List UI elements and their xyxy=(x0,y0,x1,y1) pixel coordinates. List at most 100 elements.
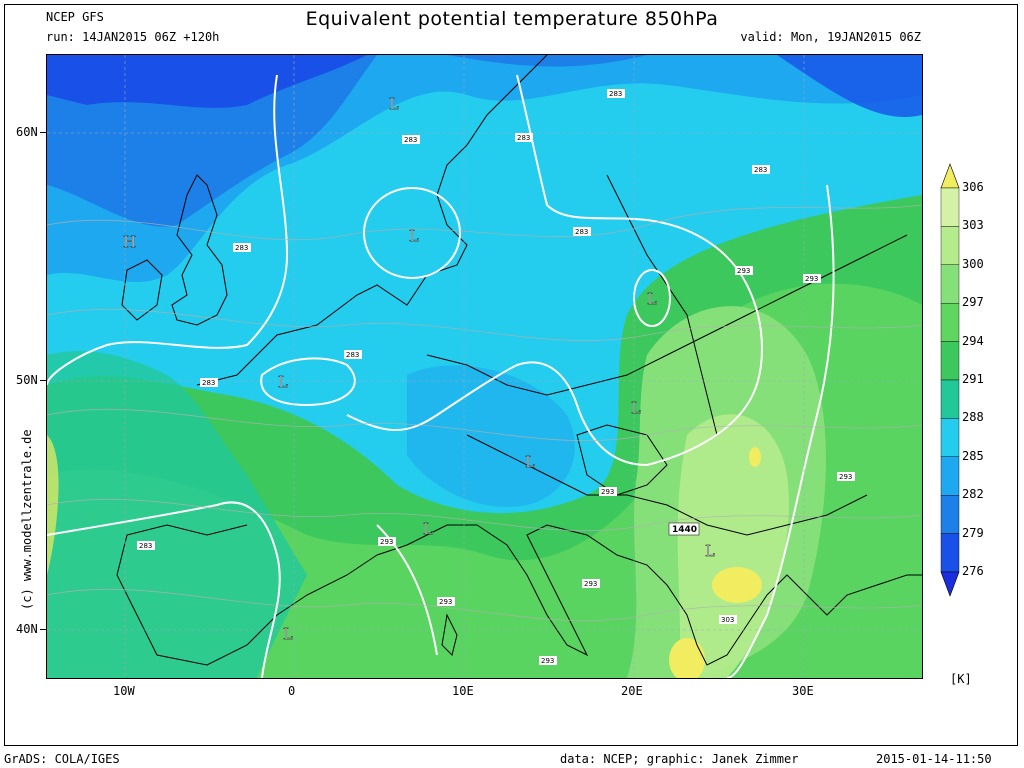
lon-label-10e: 10E xyxy=(452,684,474,698)
geopotential-label: 1440 xyxy=(668,522,700,536)
colorbar-level-label: 306 xyxy=(962,180,984,194)
run-info: run: 14JAN2015 06Z +120h xyxy=(46,30,220,44)
border-region xyxy=(576,424,668,496)
contour-label: 303 xyxy=(719,615,737,624)
weather-map: H L L L L L L L L L 283 283 283 283 283 … xyxy=(46,54,923,679)
field-max2 xyxy=(669,638,705,678)
svg-text:293: 293 xyxy=(737,267,750,275)
lat-tick xyxy=(40,380,46,381)
colorbar-cell xyxy=(940,302,960,342)
field-max3 xyxy=(749,447,761,467)
low-symbol: L xyxy=(423,520,433,538)
colorbar-cell xyxy=(940,187,960,227)
colorbar-level-label: 285 xyxy=(962,448,984,463)
field-central xyxy=(407,365,575,507)
low-symbol: L xyxy=(705,542,715,560)
contour-label: 283 xyxy=(573,227,591,236)
contour-labels: 283 283 283 283 283 283 283 283 283 293 … xyxy=(137,89,855,665)
field-coldest xyxy=(47,55,367,108)
svg-text:283: 283 xyxy=(346,351,359,359)
low-symbol: L xyxy=(409,227,419,245)
colorbar-level-label: 288 xyxy=(962,410,984,425)
lon-label-0: 0 xyxy=(288,684,296,698)
contour-label: 283 xyxy=(752,165,770,174)
colorbar-cell xyxy=(940,226,960,266)
contour-label: 293 xyxy=(437,597,455,606)
low-symbol: L xyxy=(631,399,641,417)
svg-text:293: 293 xyxy=(439,598,452,606)
iberia xyxy=(116,524,378,666)
watermark: (c) www.modellzentrale.de xyxy=(20,429,34,610)
borders-central xyxy=(426,234,908,396)
colorbar-level-label: 279 xyxy=(962,525,984,540)
svg-text:283: 283 xyxy=(754,166,767,174)
svg-text:293: 293 xyxy=(541,657,554,665)
lat-label-40n: 40N xyxy=(16,622,38,636)
svg-text:293: 293 xyxy=(839,473,852,481)
model-name: NCEP GFS xyxy=(46,10,104,24)
svg-text:293: 293 xyxy=(380,538,393,546)
field-west-edge xyxy=(47,435,59,575)
data-credit: data: NCEP; graphic: Janek Zimmer xyxy=(560,752,799,766)
svg-text:1440: 1440 xyxy=(672,525,697,535)
contour-east xyxy=(726,184,835,678)
colorbar-level-label: 291 xyxy=(962,372,984,386)
contour-label: 293 xyxy=(803,274,821,283)
lon-label-30e: 30E xyxy=(792,684,814,698)
contour-label: 283 xyxy=(344,350,362,359)
contour-label: 283 xyxy=(607,89,625,98)
lon-label-20e: 20E xyxy=(621,684,643,698)
low-symbol: L xyxy=(283,625,293,643)
lon-label-10w: 10W xyxy=(113,684,135,698)
white-contours xyxy=(47,74,835,678)
lat-tick xyxy=(40,629,46,630)
colorbar-level-label: 294 xyxy=(962,333,984,348)
colorbar-cells xyxy=(940,187,960,573)
lat-label-50n: 50N xyxy=(16,373,38,387)
colorbar xyxy=(940,163,960,597)
colorbar-cell xyxy=(940,341,960,381)
svg-text:283: 283 xyxy=(202,379,215,387)
svg-text:283: 283 xyxy=(517,134,530,142)
contour-label: 293 xyxy=(837,472,855,481)
colorbar-top-arrow xyxy=(940,163,960,189)
contour-label: 293 xyxy=(582,579,600,588)
svg-text:293: 293 xyxy=(584,580,597,588)
pressure-systems: H L L L L L L L L L xyxy=(123,95,715,643)
grads-credit: GrADS: COLA/IGES xyxy=(4,752,120,766)
colorbar-level-label: 282 xyxy=(962,487,984,502)
great-britain xyxy=(171,174,228,326)
colorbar-bottom-arrow xyxy=(940,571,960,597)
svg-text:293: 293 xyxy=(601,488,614,496)
svg-text:283: 283 xyxy=(404,136,417,144)
contour-label: 293 xyxy=(539,656,557,665)
colorbar-cell xyxy=(940,418,960,457)
colorbar-cell xyxy=(940,379,960,419)
colorbar-cell xyxy=(940,456,960,496)
svg-text:283: 283 xyxy=(575,228,588,236)
colorbar-level-label: 303 xyxy=(962,218,984,233)
low-symbol: L xyxy=(525,453,535,471)
contour-west xyxy=(47,74,289,386)
mediterranean-coast xyxy=(376,524,922,666)
field-max xyxy=(712,567,762,603)
contour-med xyxy=(376,524,438,656)
graticule xyxy=(47,55,922,678)
svg-text:283: 283 xyxy=(139,542,152,550)
figure-frame xyxy=(4,4,1018,746)
svg-text:283: 283 xyxy=(235,244,248,252)
field-atlantic xyxy=(47,351,307,678)
colorbar-cell xyxy=(940,533,960,573)
low-symbol: L xyxy=(389,95,399,113)
contour-label: 293 xyxy=(735,266,753,275)
grey-isolines xyxy=(47,204,922,622)
issue-timestamp: 2015-01-14-11:50 xyxy=(876,752,992,766)
colorbar-level-label: 276 xyxy=(962,564,984,578)
contour-sw xyxy=(47,501,281,678)
lat-tick xyxy=(40,132,46,133)
contour-label: 283 xyxy=(200,378,218,387)
map-title: Equivalent potential temperature 850hPa xyxy=(305,8,719,30)
colorbar-cell xyxy=(940,495,960,534)
ireland xyxy=(121,259,163,321)
borders-south xyxy=(466,434,868,536)
